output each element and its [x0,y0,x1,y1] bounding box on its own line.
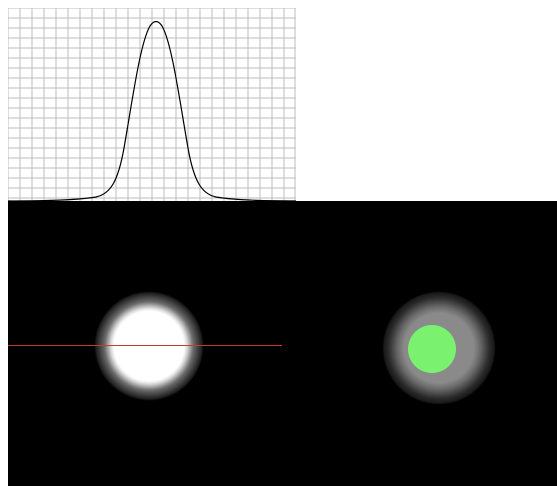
intensity-profile-plot [8,8,296,201]
segmentation-mask [408,325,456,373]
profile-line[interactable] [8,345,282,346]
intensity-profile-curve [8,20,296,201]
image-viewer[interactable] [8,201,557,486]
profile-grid [8,8,296,201]
bright-blob [95,292,203,400]
viewer-panel-right[interactable] [283,201,557,486]
viewer-panel-left[interactable] [8,201,282,486]
